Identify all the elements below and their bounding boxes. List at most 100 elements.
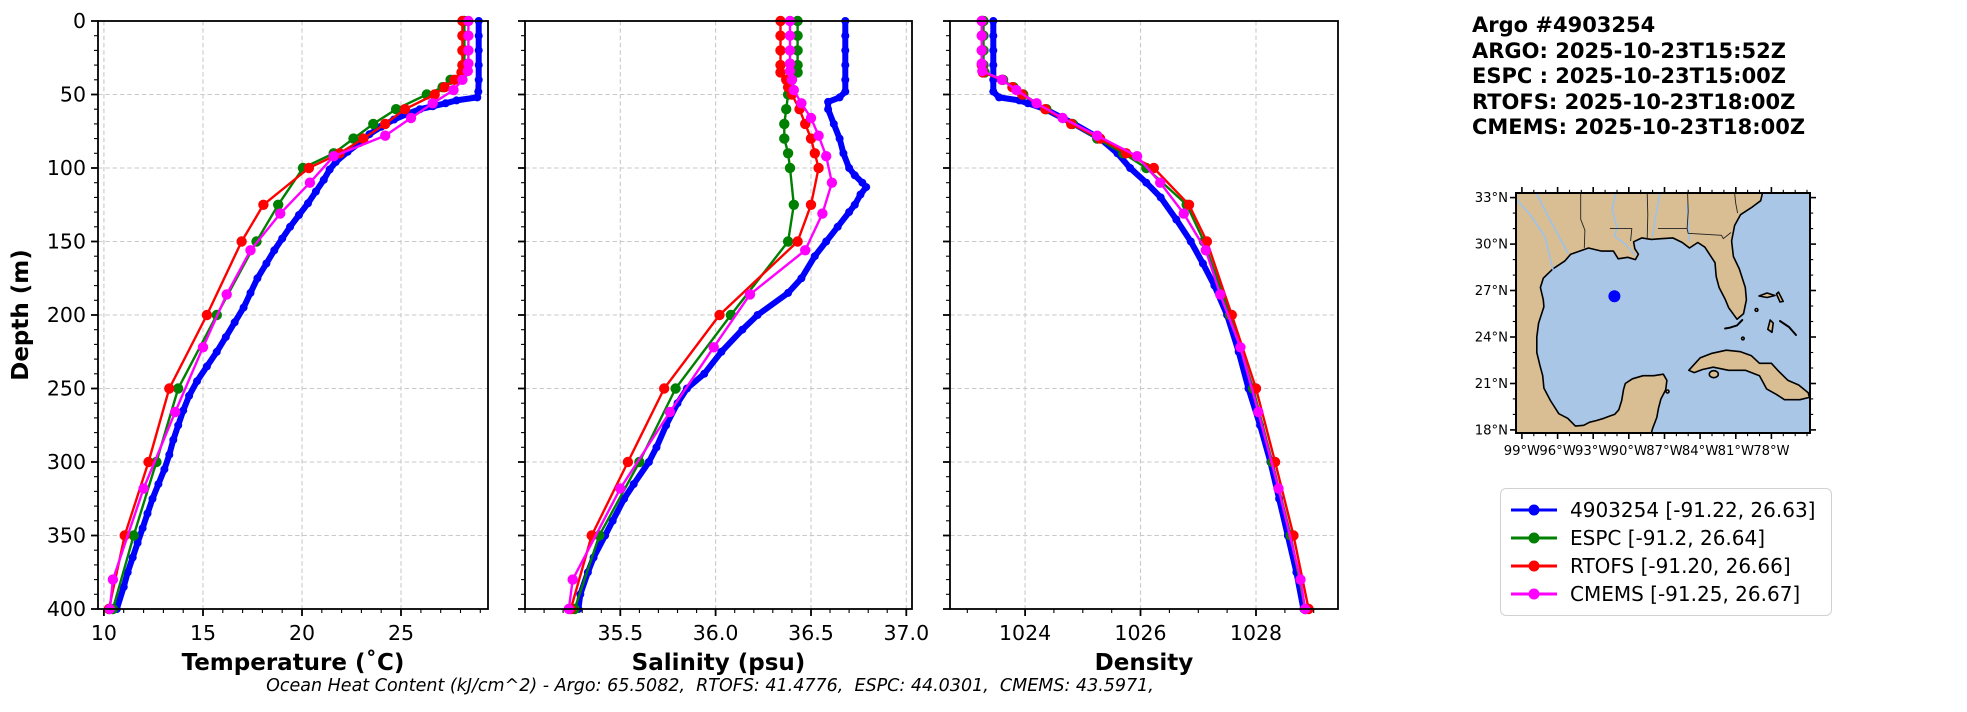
data-point-marker [1092, 130, 1103, 141]
x-axis-title: Salinity (psu) [632, 650, 806, 676]
y-tick-label: 50 [60, 83, 86, 107]
data-point-marker [708, 342, 719, 353]
data-point-marker [230, 318, 239, 327]
plot-frame [97, 20, 489, 610]
legend-item: ESPC [-91.2, 26.64] [1508, 524, 1827, 552]
data-point-marker [173, 383, 184, 394]
map-lat-label: 21°N [1475, 377, 1508, 392]
data-point-marker [133, 538, 142, 547]
series-cmems-salinity-psu [563, 15, 838, 615]
data-point-marker [328, 151, 339, 162]
data-point-marker [160, 465, 169, 474]
map-state-border-tx-la [1580, 193, 1586, 249]
data-point-marker [449, 74, 460, 86]
axis-ticks [518, 20, 908, 616]
data-point-marker [457, 74, 468, 86]
data-point-marker [119, 583, 128, 591]
data-point-marker [829, 119, 838, 128]
map-lat-label: 24°N [1475, 331, 1508, 346]
data-point-marker [850, 200, 859, 209]
map-tick-labels: 99°W 96°W 93°W 90°W 87°W 84°W 81°W 78°W 33°N 30°N… [1475, 191, 1790, 459]
data-point-marker [304, 199, 312, 208]
data-point-marker [123, 568, 132, 577]
data-point-marker [1198, 259, 1207, 268]
map-river-colorado-tx [1516, 198, 1554, 270]
x-axis-title: Density [1095, 650, 1194, 676]
data-point-marker [841, 87, 850, 96]
data-point-marker [1201, 236, 1213, 247]
float-position-marker [1608, 290, 1621, 303]
data-point-marker [348, 133, 359, 144]
data-point-marker [1295, 574, 1306, 585]
data-point-marker [779, 118, 790, 130]
data-point-marker [797, 274, 806, 283]
map-land-cozumel [1665, 389, 1670, 394]
y-tick-label: 100 [47, 156, 86, 180]
data-point-marker [781, 104, 792, 115]
data-point-marker [788, 199, 799, 210]
data-point-marker [239, 303, 248, 312]
data-point-marker [246, 288, 255, 297]
data-point-marker [1253, 406, 1264, 418]
map-lat-label: 33°N [1475, 191, 1508, 206]
title-line: RTOFS: 2025-10-23T18:00Z [1472, 89, 1796, 114]
data-point-marker [368, 118, 379, 130]
y-tick-label: 300 [47, 450, 86, 474]
data-point-marker [154, 480, 163, 489]
data-point-marker [700, 369, 709, 378]
map-land-isla-juventud [1708, 369, 1720, 379]
data-point-marker [474, 75, 483, 84]
map-lon-label: 96°W [1539, 444, 1575, 459]
map-river-brazos [1535, 193, 1569, 254]
legend-line-sample [1511, 560, 1557, 572]
legend-sample-marker [1528, 588, 1540, 600]
map-state-border-fl [1657, 228, 1732, 240]
data-point-marker [1155, 177, 1166, 188]
data-point-marker [824, 97, 833, 106]
data-point-marker [995, 93, 1004, 102]
data-point-marker [782, 148, 794, 159]
data-point-marker [817, 208, 828, 219]
y-tick-label: 200 [47, 303, 86, 327]
title-block: Argo #4903254 ARGO: 2025-10-23T15:52Z ESPC… [1472, 13, 1805, 141]
data-point-marker [439, 82, 450, 93]
data-point-marker [399, 104, 411, 115]
data-point-marker [835, 134, 844, 143]
map-lon-label: 90°W [1611, 444, 1647, 459]
data-point-marker [714, 309, 725, 321]
axis-tick-labels: 35.5 36.0 36.5 37.0 [597, 621, 929, 645]
data-point-marker [1178, 208, 1190, 219]
x-tick-label: 37.0 [883, 621, 929, 645]
data-point-marker [463, 58, 474, 69]
data-point-marker [174, 421, 183, 430]
map-state-border-ms-al [1646, 193, 1649, 239]
map-florida-keys [1724, 319, 1744, 330]
data-point-marker [989, 46, 998, 55]
data-point-marker [1186, 237, 1195, 246]
map-lat-label: 30°N [1475, 238, 1508, 253]
legend-sample-marker [1528, 504, 1540, 516]
data-point-marker [1273, 483, 1284, 494]
map-river-mississippi [1611, 193, 1636, 256]
data-point-marker [258, 199, 269, 210]
data-point-marker [775, 59, 786, 71]
data-point-marker [138, 524, 147, 533]
data-point-marker [664, 406, 676, 418]
data-point-marker [273, 199, 284, 210]
data-point-marker [620, 494, 629, 503]
legend-item: RTOFS [-91.20, 26.66] [1508, 552, 1827, 580]
data-point-marker [221, 333, 230, 342]
data-point-marker [835, 93, 844, 102]
series-cmems-density [976, 15, 1311, 615]
map-land-grand-bahama [1758, 292, 1776, 299]
gridlines [525, 21, 912, 609]
data-point-marker [845, 164, 854, 172]
data-point-marker [1200, 245, 1212, 256]
map-eleuthera-chain [1779, 320, 1797, 336]
data-point-marker [380, 130, 391, 141]
map-river-apalachicola [1686, 204, 1691, 242]
map-lon-label: 78°W [1753, 444, 1789, 459]
plot-frame [524, 20, 913, 610]
